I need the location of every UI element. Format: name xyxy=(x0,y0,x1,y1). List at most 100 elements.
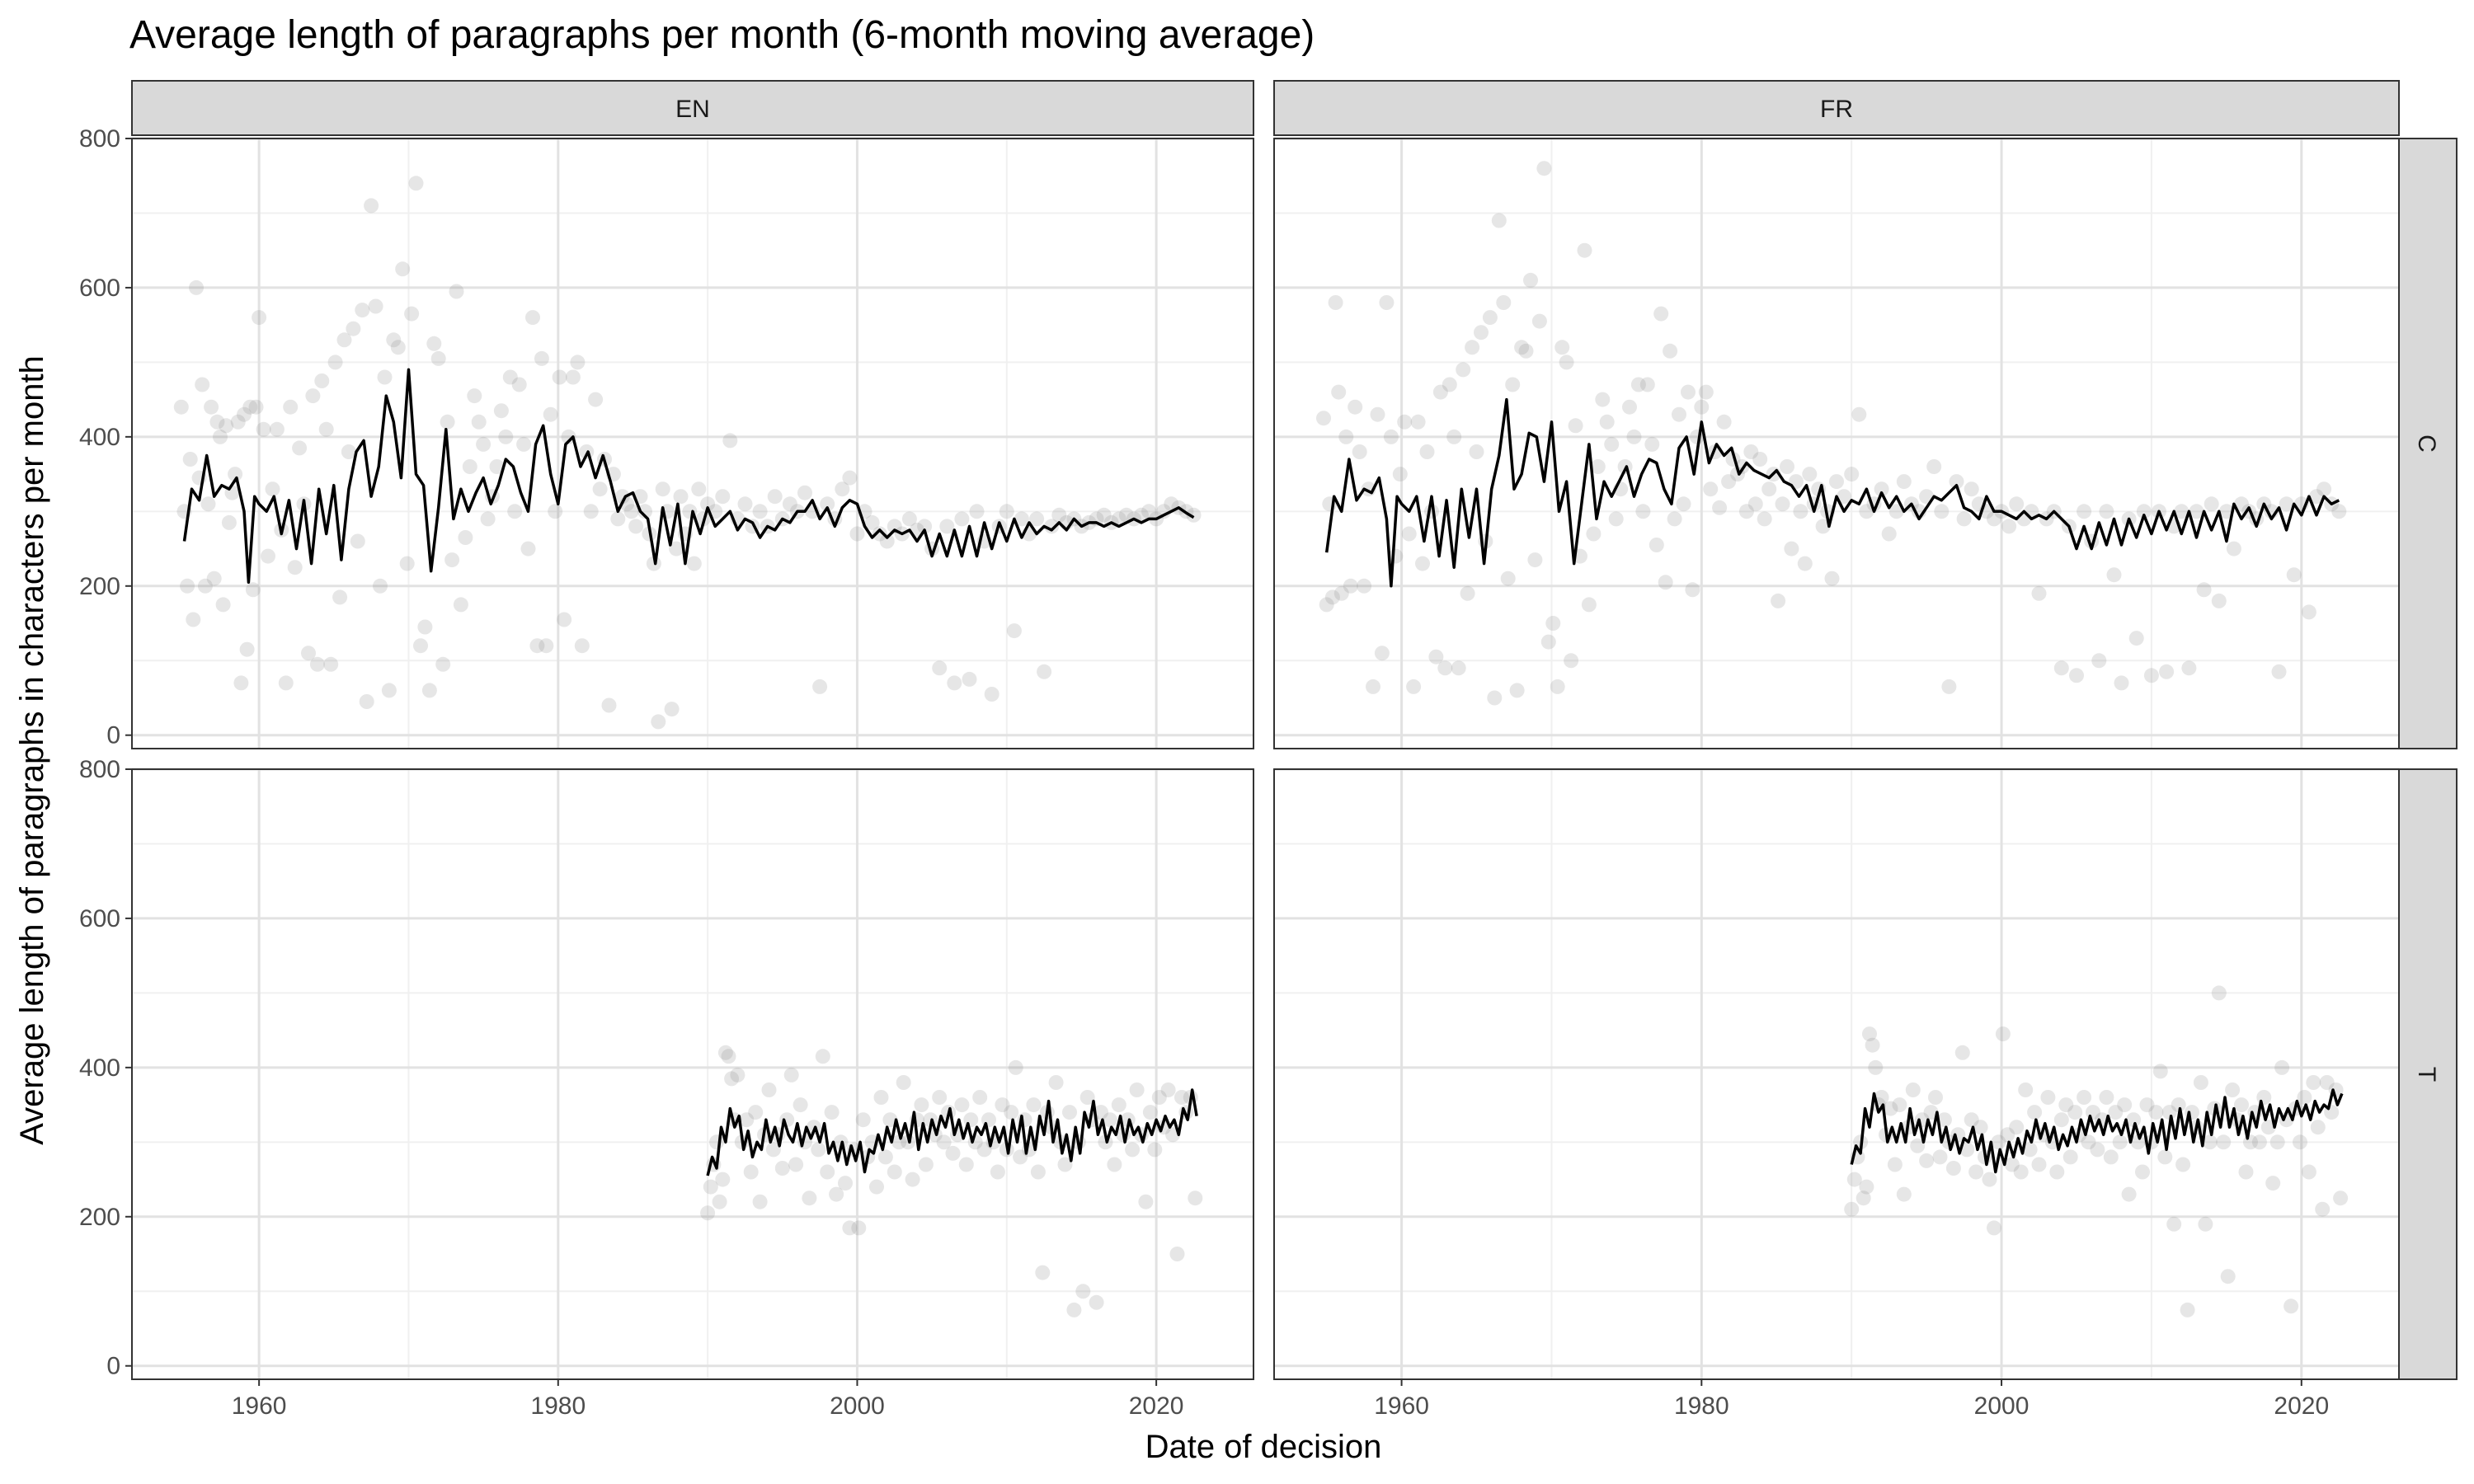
data-point xyxy=(256,421,271,437)
data-point xyxy=(905,1172,920,1187)
data-point xyxy=(788,1157,804,1172)
data-point xyxy=(1771,593,1786,608)
panel-grid-layer xyxy=(132,137,2399,1379)
data-point xyxy=(855,1112,871,1128)
data-point xyxy=(1352,444,1367,459)
data-point xyxy=(2031,1157,2047,1172)
data-point xyxy=(1446,429,1462,444)
data-point xyxy=(1410,414,1426,430)
strip-c: C xyxy=(2398,138,2458,749)
y-axis-top: 0 200 400 600 800 xyxy=(79,125,132,749)
data-point xyxy=(1406,679,1422,694)
data-point xyxy=(1837,489,1852,505)
data-point xyxy=(1991,1134,2006,1150)
x-tick-label: 1960 xyxy=(232,1392,287,1420)
data-point xyxy=(1928,1090,1943,1105)
data-point xyxy=(2193,1075,2208,1090)
data-point xyxy=(426,336,442,351)
moving-average-line-en-t xyxy=(706,1088,1198,1176)
data-point xyxy=(1316,411,1331,426)
data-point xyxy=(373,578,388,594)
data-point xyxy=(430,350,446,366)
data-point xyxy=(197,578,213,594)
data-point xyxy=(265,481,280,497)
data-point xyxy=(1910,1138,1926,1153)
lines-layer xyxy=(182,368,2344,1176)
data-point xyxy=(1712,500,1728,515)
data-point xyxy=(1932,1149,1948,1165)
data-point xyxy=(200,496,216,512)
data-point xyxy=(1141,504,1157,519)
data-point xyxy=(1379,295,1395,310)
data-point xyxy=(1107,1157,1122,1172)
data-point xyxy=(2211,985,2227,1001)
data-point xyxy=(1568,418,1583,434)
data-point xyxy=(1859,1179,1874,1195)
data-point xyxy=(1599,414,1615,430)
data-point xyxy=(592,481,608,497)
data-point xyxy=(2189,504,2204,519)
data-point xyxy=(173,399,189,415)
data-point xyxy=(421,683,437,698)
data-point xyxy=(1716,414,1732,430)
panel-background xyxy=(132,139,1253,749)
data-point xyxy=(2166,1216,2182,1232)
strip-en: EN xyxy=(131,80,1254,136)
data-point xyxy=(1134,507,1149,523)
data-point xyxy=(811,1142,826,1158)
data-point xyxy=(838,1176,853,1191)
data-point xyxy=(239,641,255,657)
data-point xyxy=(2204,496,2219,512)
data-point xyxy=(2202,1134,2218,1150)
data-point xyxy=(215,597,231,613)
data-point xyxy=(655,481,670,497)
data-point xyxy=(1964,1112,1979,1128)
data-point xyxy=(2069,668,2084,683)
data-point xyxy=(722,433,738,448)
data-point xyxy=(932,1090,948,1105)
data-point xyxy=(703,1179,718,1195)
data-point xyxy=(2181,660,2197,676)
data-point xyxy=(327,355,343,370)
data-point xyxy=(1487,690,1503,706)
data-point xyxy=(669,541,684,556)
data-point xyxy=(1062,1105,1077,1120)
data-point xyxy=(301,646,316,661)
data-point xyxy=(364,198,379,214)
data-point xyxy=(1844,1201,1860,1217)
data-point xyxy=(1328,295,1343,310)
data-point xyxy=(390,340,406,355)
data-point xyxy=(413,638,428,654)
data-point xyxy=(824,1105,840,1120)
x-tick-label: 1960 xyxy=(1374,1392,1429,1420)
data-point xyxy=(1048,1075,1064,1090)
data-point xyxy=(525,310,540,326)
data-point xyxy=(305,388,321,404)
data-point xyxy=(1784,541,1799,556)
data-point xyxy=(467,388,482,404)
data-point xyxy=(453,597,468,613)
data-point xyxy=(1868,1059,1884,1075)
data-point xyxy=(901,511,917,527)
data-point xyxy=(673,489,689,505)
data-point xyxy=(1896,474,1912,490)
data-point xyxy=(1824,571,1840,586)
data-point xyxy=(1685,582,1700,598)
data-point xyxy=(1721,474,1737,490)
data-point xyxy=(990,1164,1005,1180)
moving-average-line-fr-t xyxy=(1850,1088,2344,1174)
data-point xyxy=(2333,1190,2349,1206)
data-point xyxy=(1923,1105,1939,1120)
data-point xyxy=(1096,507,1112,523)
data-point xyxy=(2225,1082,2241,1097)
strip-label-t: T xyxy=(2413,1067,2440,1082)
data-point xyxy=(2220,1269,2236,1284)
data-point xyxy=(1111,511,1126,527)
data-point xyxy=(2211,593,2227,608)
data-point xyxy=(1926,459,1942,474)
data-point xyxy=(309,656,325,672)
data-point xyxy=(761,1082,777,1097)
strip-label-en: EN xyxy=(675,96,710,123)
data-point xyxy=(182,452,198,467)
data-point xyxy=(2216,1134,2232,1150)
